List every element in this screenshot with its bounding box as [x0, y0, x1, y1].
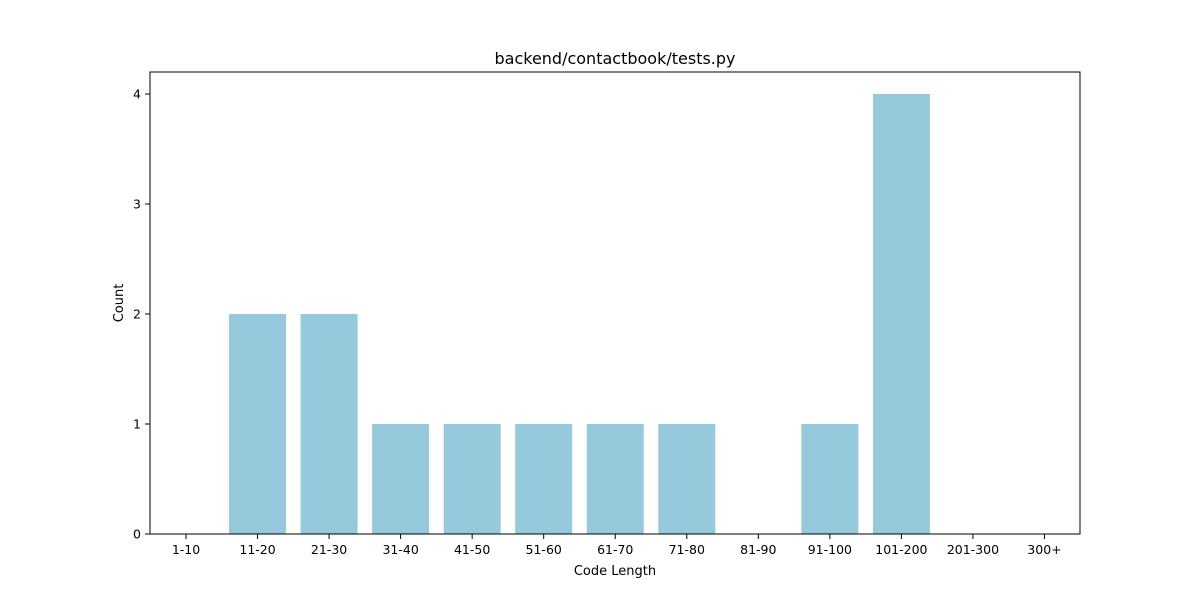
- y-axis-label: Count: [112, 284, 127, 323]
- x-tick-label: 1-10: [172, 542, 200, 557]
- bar-101-200: [872, 94, 930, 534]
- chart-title: backend/contactbook/tests.py: [494, 49, 735, 68]
- x-tick-label: 21-30: [311, 542, 347, 557]
- y-tick-label: 0: [133, 527, 141, 542]
- y-tick-label: 4: [133, 87, 141, 102]
- bar-31-40: [372, 424, 430, 534]
- x-axis-label: Code Length: [574, 564, 656, 579]
- bars-group: [229, 94, 930, 534]
- x-tick-label: 101-200: [875, 542, 927, 557]
- bar-11-20: [229, 314, 287, 534]
- bar-51-60: [515, 424, 573, 534]
- x-tick-label: 201-300: [947, 542, 999, 557]
- bar-21-30: [300, 314, 358, 534]
- x-tick-label: 81-90: [740, 542, 776, 557]
- x-axis: 1-10 11-20 21-30 31-40 41-50 51-60 61-70 71-80 8…: [172, 534, 1062, 557]
- bar-91-100: [801, 424, 859, 534]
- x-tick-label: 51-60: [526, 542, 562, 557]
- y-tick-label: 1: [133, 417, 141, 432]
- y-tick-label: 2: [133, 307, 141, 322]
- x-tick-label: 11-20: [239, 542, 275, 557]
- y-axis: 0 1 2 3 4: [133, 87, 150, 542]
- y-tick-label: 3: [133, 197, 141, 212]
- x-tick-label: 61-70: [597, 542, 633, 557]
- bar-61-70: [586, 424, 644, 534]
- x-tick-label: 71-80: [669, 542, 705, 557]
- x-tick-label: 300+: [1027, 542, 1061, 557]
- bar-41-50: [443, 424, 501, 534]
- x-tick-label: 31-40: [382, 542, 418, 557]
- x-tick-label: 91-100: [808, 542, 852, 557]
- x-tick-label: 41-50: [454, 542, 490, 557]
- bar-71-80: [658, 424, 716, 534]
